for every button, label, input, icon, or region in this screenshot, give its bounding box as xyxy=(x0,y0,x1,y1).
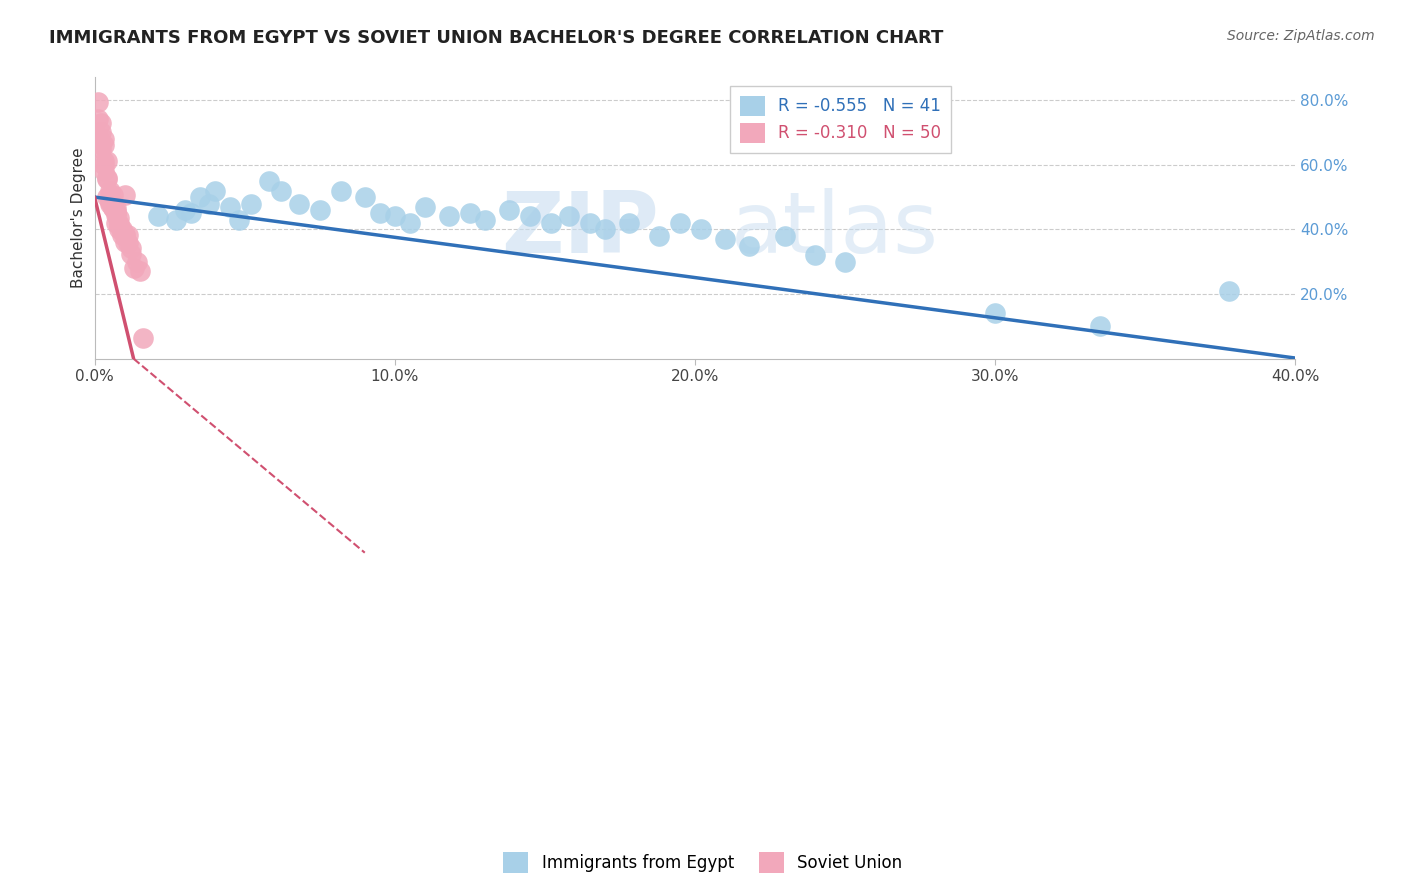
Point xyxy=(101,202,124,216)
Point xyxy=(114,235,136,250)
Point xyxy=(239,196,262,211)
Point xyxy=(110,222,132,236)
Legend: Immigrants from Egypt, Soviet Union: Immigrants from Egypt, Soviet Union xyxy=(496,846,910,880)
Point xyxy=(93,138,115,153)
Point xyxy=(122,261,145,276)
Point xyxy=(984,306,1007,320)
Point xyxy=(287,196,309,211)
Point xyxy=(834,254,856,268)
Point xyxy=(804,248,827,262)
Point xyxy=(368,206,391,220)
Point xyxy=(593,222,616,236)
Point xyxy=(114,227,136,242)
Point xyxy=(1218,284,1240,298)
Point xyxy=(120,246,142,260)
Point xyxy=(353,190,375,204)
Y-axis label: Bachelor's Degree: Bachelor's Degree xyxy=(72,148,86,288)
Point xyxy=(1090,319,1112,334)
Point xyxy=(738,238,761,252)
Point xyxy=(96,190,118,204)
Point xyxy=(101,196,124,211)
Point xyxy=(96,154,118,169)
Point xyxy=(104,202,127,216)
Text: IMMIGRANTS FROM EGYPT VS SOVIET UNION BACHELOR'S DEGREE CORRELATION CHART: IMMIGRANTS FROM EGYPT VS SOVIET UNION BA… xyxy=(49,29,943,46)
Point xyxy=(101,188,124,202)
Point xyxy=(98,184,121,198)
Point xyxy=(617,216,640,230)
Point xyxy=(104,216,127,230)
Point xyxy=(669,216,692,230)
Point xyxy=(458,206,481,220)
Point xyxy=(98,188,121,202)
Point xyxy=(110,224,132,238)
Point xyxy=(579,216,602,230)
Point xyxy=(93,132,115,146)
Point xyxy=(308,202,330,217)
Point xyxy=(128,264,150,278)
Point xyxy=(257,174,280,188)
Point xyxy=(120,241,142,255)
Point xyxy=(146,210,169,224)
Text: ZIP: ZIP xyxy=(502,188,659,271)
Point xyxy=(384,210,406,224)
Point xyxy=(114,227,136,242)
Point xyxy=(90,116,112,130)
Point xyxy=(117,228,139,243)
Point xyxy=(86,112,108,127)
Text: atlas: atlas xyxy=(731,188,939,271)
Point xyxy=(540,216,562,230)
Point xyxy=(107,222,129,236)
Point xyxy=(131,331,153,345)
Point xyxy=(398,216,420,230)
Point xyxy=(117,235,139,250)
Point xyxy=(173,202,195,217)
Point xyxy=(90,138,112,153)
Point xyxy=(413,200,436,214)
Point xyxy=(93,158,115,172)
Point xyxy=(96,170,118,185)
Text: Source: ZipAtlas.com: Source: ZipAtlas.com xyxy=(1227,29,1375,43)
Point xyxy=(218,200,240,214)
Point xyxy=(329,184,352,198)
Point xyxy=(519,210,541,224)
Point xyxy=(180,206,202,220)
Point xyxy=(93,154,115,169)
Point xyxy=(773,228,796,243)
Point xyxy=(165,212,187,227)
Point xyxy=(90,125,112,139)
Point xyxy=(86,95,108,109)
Point xyxy=(101,194,124,209)
Point xyxy=(93,164,115,178)
Point xyxy=(437,210,460,224)
Point xyxy=(474,212,496,227)
Point xyxy=(648,228,671,243)
Point xyxy=(114,188,136,202)
Legend: R = -0.555   N = 41, R = -0.310   N = 50: R = -0.555 N = 41, R = -0.310 N = 50 xyxy=(730,86,950,153)
Point xyxy=(107,218,129,232)
Point xyxy=(104,204,127,219)
Point xyxy=(104,208,127,222)
Point xyxy=(498,202,520,217)
Point xyxy=(228,212,250,227)
Point xyxy=(98,196,121,211)
Point xyxy=(204,184,226,198)
Point xyxy=(714,232,737,246)
Point xyxy=(96,172,118,186)
Point xyxy=(98,194,121,208)
Point xyxy=(90,142,112,156)
Point xyxy=(110,228,132,243)
Point xyxy=(86,128,108,143)
Point xyxy=(101,202,124,216)
Point xyxy=(104,204,127,219)
Point xyxy=(270,184,292,198)
Point xyxy=(107,217,129,231)
Point xyxy=(558,210,581,224)
Point xyxy=(690,222,713,236)
Point xyxy=(107,211,129,225)
Point xyxy=(197,196,219,211)
Point xyxy=(188,190,211,204)
Point xyxy=(98,194,121,209)
Point xyxy=(125,254,148,268)
